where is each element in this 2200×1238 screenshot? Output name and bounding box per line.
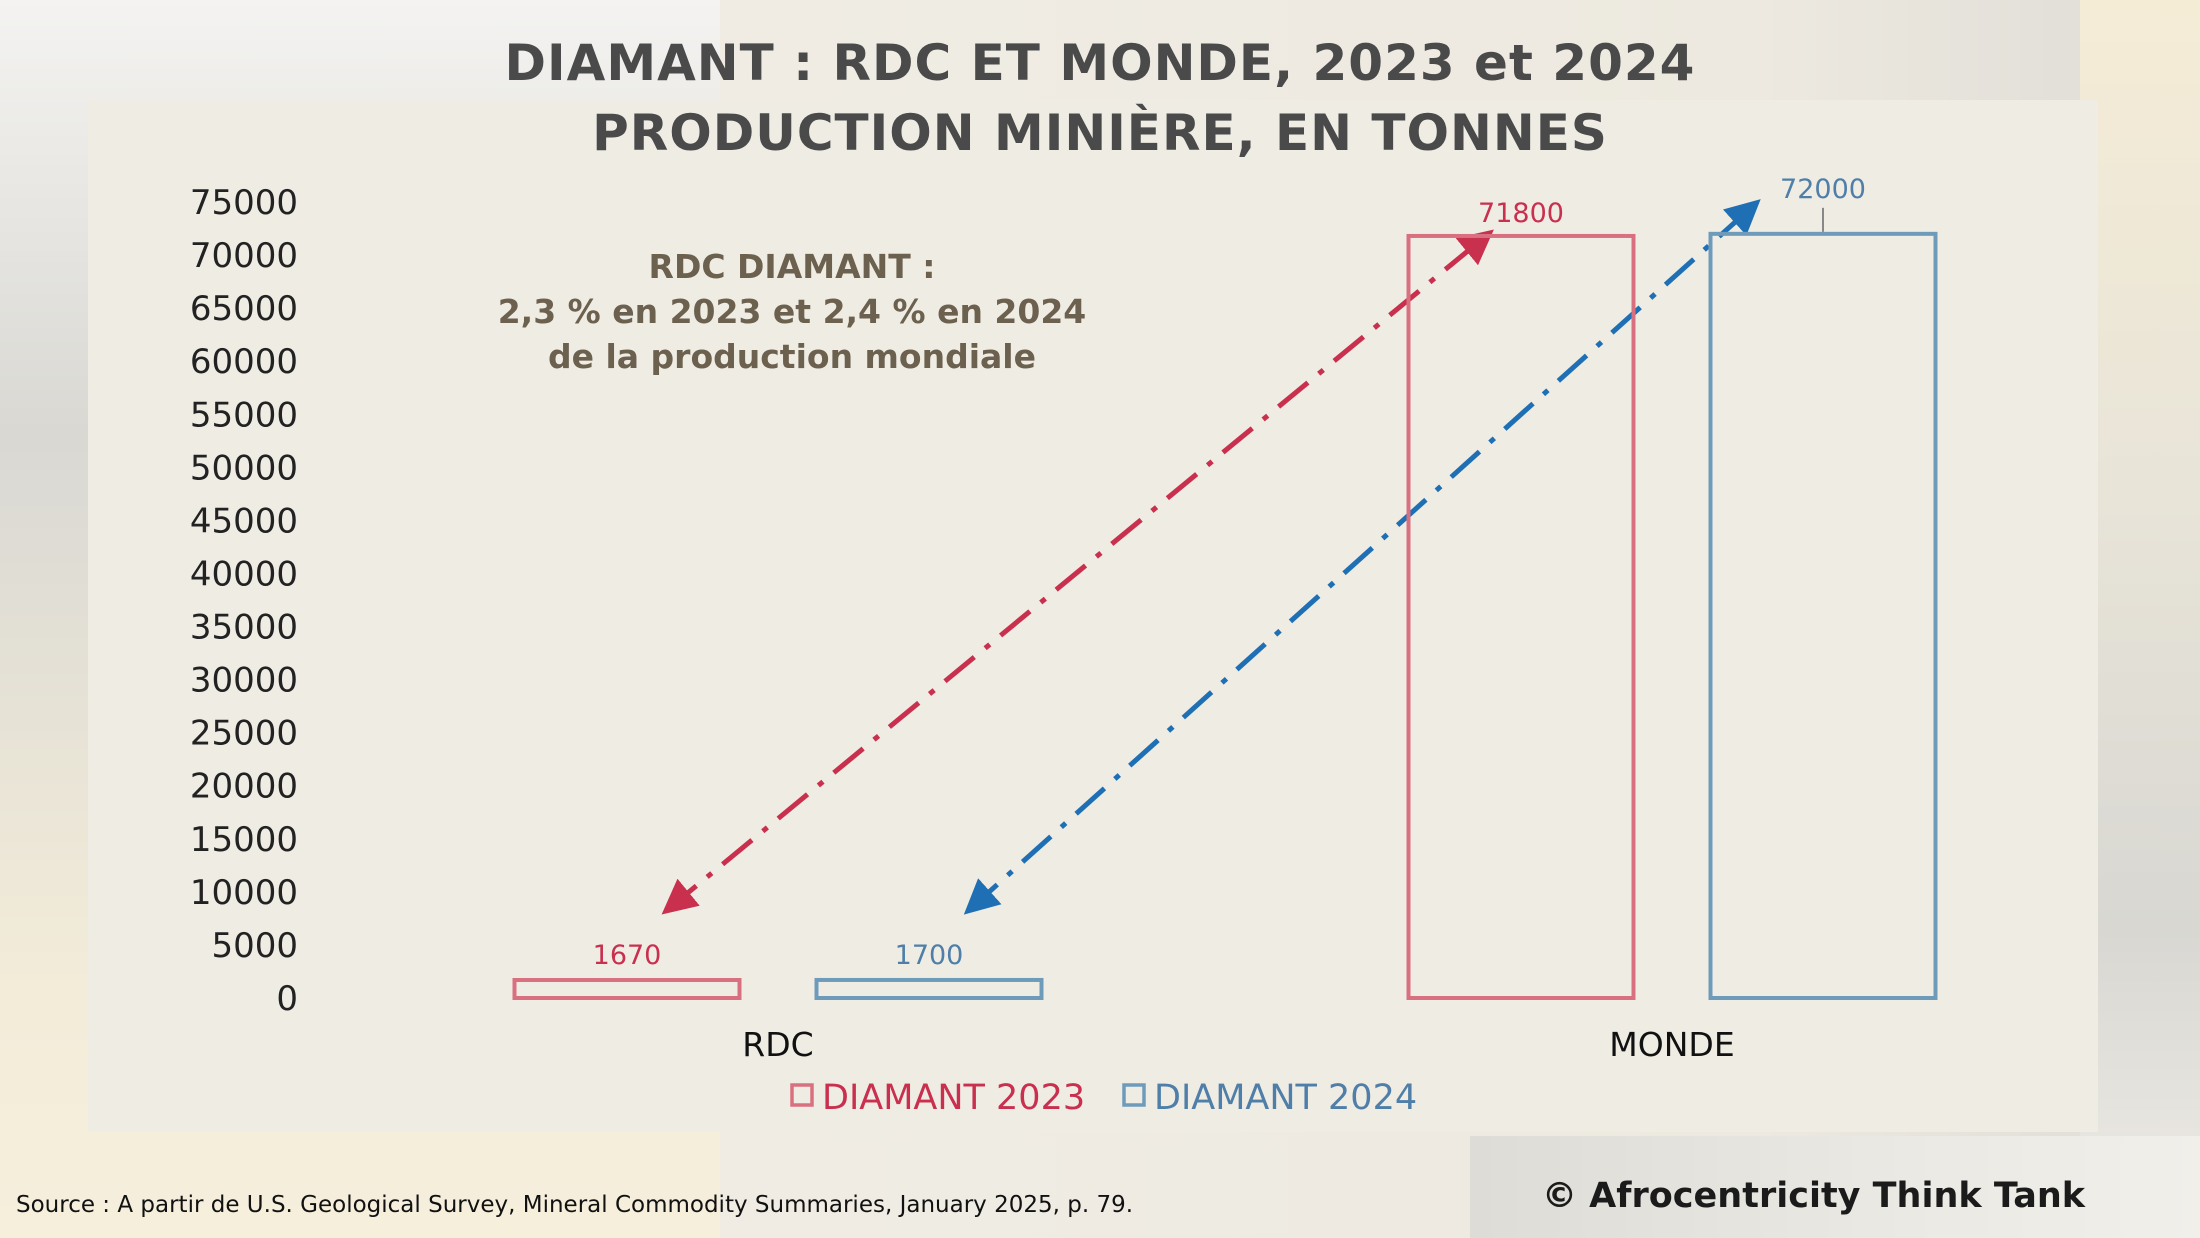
- footer-band: [1470, 1136, 2200, 1238]
- y-tick-label: 75000: [190, 183, 298, 223]
- y-tick-label: 30000: [190, 661, 298, 701]
- bar-rdc-2: [814, 977, 1044, 1001]
- legend-swatch: [1122, 1083, 1146, 1107]
- annotation-line: 2,3 % en 2023 et 2,4 % en 2024: [498, 292, 1087, 331]
- chart-subtitle: PRODUCTION MINIÈRE, EN TONNES: [592, 104, 1608, 162]
- bar-monde-1: [1406, 233, 1636, 1001]
- y-tick-label: 60000: [190, 342, 298, 382]
- x-category-label: MONDE: [1609, 1025, 1734, 1064]
- data-label: 72000: [1780, 174, 1866, 205]
- bars-layer: [512, 231, 1938, 1001]
- y-tick-label: 65000: [190, 289, 298, 329]
- y-tick-label: 25000: [190, 714, 298, 754]
- legend-label: DIAMANT 2024: [1154, 1078, 1417, 1118]
- data-label: 1700: [895, 940, 964, 971]
- x-axis: RDC MONDE: [742, 1025, 1734, 1064]
- legend-label: DIAMANT 2023: [822, 1078, 1085, 1118]
- y-tick-label: 45000: [190, 501, 298, 541]
- legend-swatch: [790, 1083, 814, 1107]
- data-label: 71800: [1478, 198, 1564, 229]
- arrows-layer: [661, 199, 1761, 915]
- data-labels-layer: 1670 71800 1700 72000: [593, 174, 1866, 971]
- double-arrow-2: [963, 199, 1761, 915]
- y-axis: 0 5000 10000 15000 20000 25000 30000 35000 40000…: [190, 183, 298, 1019]
- source-note: Source : A partir de U.S. Geological Sur…: [16, 1192, 1134, 1218]
- annotation-line: de la production mondiale: [548, 337, 1036, 376]
- y-tick-label: 20000: [190, 767, 298, 807]
- y-tick-label: 10000: [190, 873, 298, 913]
- chart-title: DIAMANT : RDC ET MONDE, 2023 et 2024: [504, 34, 1696, 92]
- double-arrow-1: [661, 229, 1494, 915]
- background-right-gradient: [2080, 0, 2200, 1238]
- y-tick-label: 50000: [190, 448, 298, 488]
- y-tick-label: 70000: [190, 236, 298, 276]
- y-tick-label: 15000: [190, 820, 298, 860]
- bar-monde-2: [1708, 231, 1938, 1000]
- copyright-notice: © Afrocentricity Think Tank: [1542, 1176, 2086, 1216]
- bar-rdc-1: [512, 978, 742, 1000]
- annotation-line: RDC DIAMANT :: [649, 247, 936, 286]
- y-tick-label: 55000: [190, 395, 298, 435]
- y-tick-label: 0: [276, 979, 298, 1019]
- data-label: 1670: [593, 940, 662, 971]
- annotation-box: RDC DIAMANT : 2,3 % en 2023 et 2,4 % en 2…: [498, 247, 1087, 376]
- y-tick-label: 5000: [211, 926, 298, 966]
- x-category-label: RDC: [742, 1025, 813, 1064]
- y-tick-label: 40000: [190, 554, 298, 594]
- y-tick-label: 35000: [190, 608, 298, 648]
- legend: DIAMANT 2023 DIAMANT 2024: [790, 1078, 1417, 1118]
